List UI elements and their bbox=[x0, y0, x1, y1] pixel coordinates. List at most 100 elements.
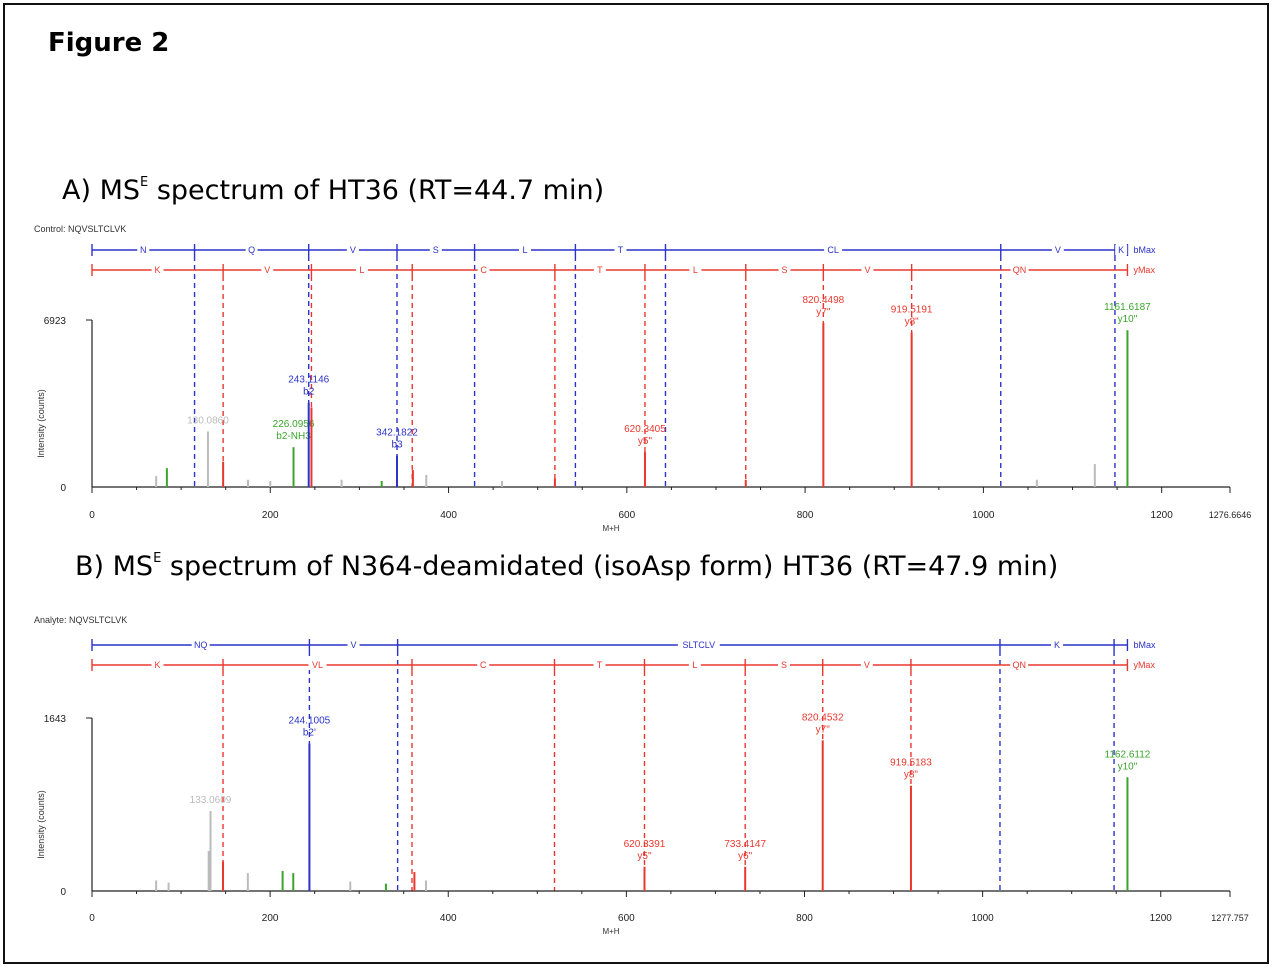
peak-mz-label: 244.1005 bbox=[289, 716, 331, 727]
x-tick-label: 1200 bbox=[1151, 510, 1174, 521]
peak-mz-label: 130.0860 bbox=[187, 416, 229, 427]
b-ladder-max-label: bMax bbox=[1133, 640, 1156, 650]
peak-mz-label: 620.3391 bbox=[624, 839, 666, 850]
b-residue-label: L bbox=[522, 245, 527, 255]
b-residue-label: V bbox=[350, 245, 356, 255]
y-residue-label: L bbox=[693, 265, 698, 275]
b-residue-label: V bbox=[1055, 245, 1061, 255]
sample-label: Control: NQVSLTCLVK bbox=[34, 224, 126, 234]
x-tick-label: 600 bbox=[618, 913, 635, 924]
b-residue-bg bbox=[1051, 245, 1064, 255]
peak-ion-label: y8" bbox=[905, 317, 920, 328]
y-axis-label: Intensity (counts) bbox=[36, 389, 46, 458]
y-residue-bg bbox=[477, 660, 490, 670]
panel-a-title: A) MSE spectrum of HT36 (RT=44.7 min) bbox=[62, 175, 605, 206]
y-residue-bg bbox=[861, 265, 874, 275]
b-residue-label: S bbox=[433, 245, 439, 255]
peak-ion-label: y10" bbox=[1118, 314, 1138, 325]
panel-b-title: B) MSE spectrum of N364-deamidated (isoA… bbox=[75, 551, 1059, 582]
y-residue-label: T bbox=[597, 660, 603, 670]
b-residue-bg bbox=[347, 640, 360, 650]
b-residue-label: K bbox=[1118, 245, 1124, 255]
b-residue-bg bbox=[518, 245, 531, 255]
b-residue-label: CL bbox=[827, 245, 839, 255]
y-residue-label: L bbox=[359, 265, 364, 275]
y-tick-label: 0 bbox=[60, 887, 66, 898]
y-residue-bg bbox=[860, 660, 873, 670]
x-tick-label: 800 bbox=[797, 510, 814, 521]
y-residue-bg bbox=[308, 660, 327, 670]
x-tick-label: 200 bbox=[262, 510, 279, 521]
x-tick-label: 1200 bbox=[1150, 913, 1173, 924]
b-residue-bg bbox=[824, 245, 843, 255]
b-residue-bg bbox=[191, 640, 210, 650]
peak-mz-label: 342.1822 bbox=[376, 428, 418, 439]
peak-ion-label: y8" bbox=[904, 770, 919, 781]
y-residue-bg bbox=[593, 660, 606, 670]
b-residue-label: N bbox=[140, 245, 147, 255]
x-tick-label: 400 bbox=[440, 913, 457, 924]
y-residue-label: V bbox=[864, 660, 870, 670]
peak-mz-label: 919.5191 bbox=[891, 305, 933, 316]
peak-mz-label: 733.4147 bbox=[724, 839, 766, 850]
y-ladder-max-label: yMax bbox=[1133, 265, 1155, 275]
y-residue-bg bbox=[689, 265, 702, 275]
b-residue-label: K bbox=[1054, 640, 1060, 650]
x-max-label: 1276.6646 bbox=[1209, 510, 1252, 520]
y-residue-bg bbox=[778, 265, 791, 275]
y-axis-label: Intensity (counts) bbox=[36, 790, 46, 859]
y-residue-bg bbox=[477, 265, 490, 275]
peak-mz-label: 820.4532 bbox=[802, 712, 844, 723]
b-residue-bg bbox=[137, 245, 150, 255]
b-residue-label: NQ bbox=[194, 640, 208, 650]
b-residue-label: T bbox=[618, 245, 624, 255]
peak-mz-label: 243.1146 bbox=[288, 375, 329, 386]
y-ladder-max-label: yMax bbox=[1133, 660, 1155, 670]
b-residue-label: Q bbox=[248, 245, 255, 255]
y-residue-label: K bbox=[155, 265, 161, 275]
y-residue-bg bbox=[593, 265, 606, 275]
peak-ion-label: y7" bbox=[816, 724, 831, 735]
figure-title: Figure 2 bbox=[48, 28, 170, 58]
peak-ion-label: b2' bbox=[303, 728, 316, 739]
peak-mz-label: 1161.6187 bbox=[1104, 302, 1151, 313]
b-residue-bg bbox=[346, 245, 359, 255]
b-residue-label: V bbox=[351, 640, 357, 650]
x-tick-label: 1000 bbox=[972, 510, 995, 521]
b-residue-bg bbox=[614, 245, 627, 255]
y-residue-label: V bbox=[264, 265, 270, 275]
y-residue-bg bbox=[1010, 265, 1029, 275]
b-residue-bg bbox=[429, 245, 442, 255]
peak-ion-label: y7" bbox=[816, 307, 831, 318]
x-tick-label: 0 bbox=[89, 510, 95, 521]
b-residue-bg bbox=[1115, 245, 1128, 255]
y-residue-label: V bbox=[864, 265, 870, 275]
peak-ion-label: y5" bbox=[637, 851, 652, 862]
peak-mz-label: 620.3405 bbox=[624, 424, 666, 435]
x-axis-label: M+H bbox=[602, 524, 619, 533]
y-residue-label: K bbox=[155, 660, 161, 670]
y-residue-bg bbox=[777, 660, 790, 670]
y-tick-label: 1643 bbox=[44, 714, 67, 725]
figure-frame bbox=[3, 3, 1269, 964]
b-ladder-max-label: bMax bbox=[1133, 245, 1156, 255]
y-residue-label: C bbox=[480, 660, 487, 670]
x-tick-label: 200 bbox=[262, 913, 279, 924]
x-tick-label: 800 bbox=[796, 913, 813, 924]
peak-mz-label: 820.4498 bbox=[802, 295, 844, 306]
y-residue-bg bbox=[151, 660, 164, 670]
y-tick-label: 6923 bbox=[44, 316, 67, 327]
y-residue-label: L bbox=[692, 660, 697, 670]
x-tick-label: 1000 bbox=[971, 913, 994, 924]
y-residue-bg bbox=[1010, 660, 1029, 670]
peak-mz-label: 919.5183 bbox=[890, 758, 932, 769]
peak-ion-label: y10" bbox=[1118, 761, 1138, 772]
b-residue-bg bbox=[245, 245, 258, 255]
y-residue-label: C bbox=[480, 265, 487, 275]
y-residue-bg bbox=[355, 265, 368, 275]
b-residue-label: SLTCLV bbox=[682, 640, 715, 650]
peak-ion-label: b3 bbox=[391, 440, 403, 451]
